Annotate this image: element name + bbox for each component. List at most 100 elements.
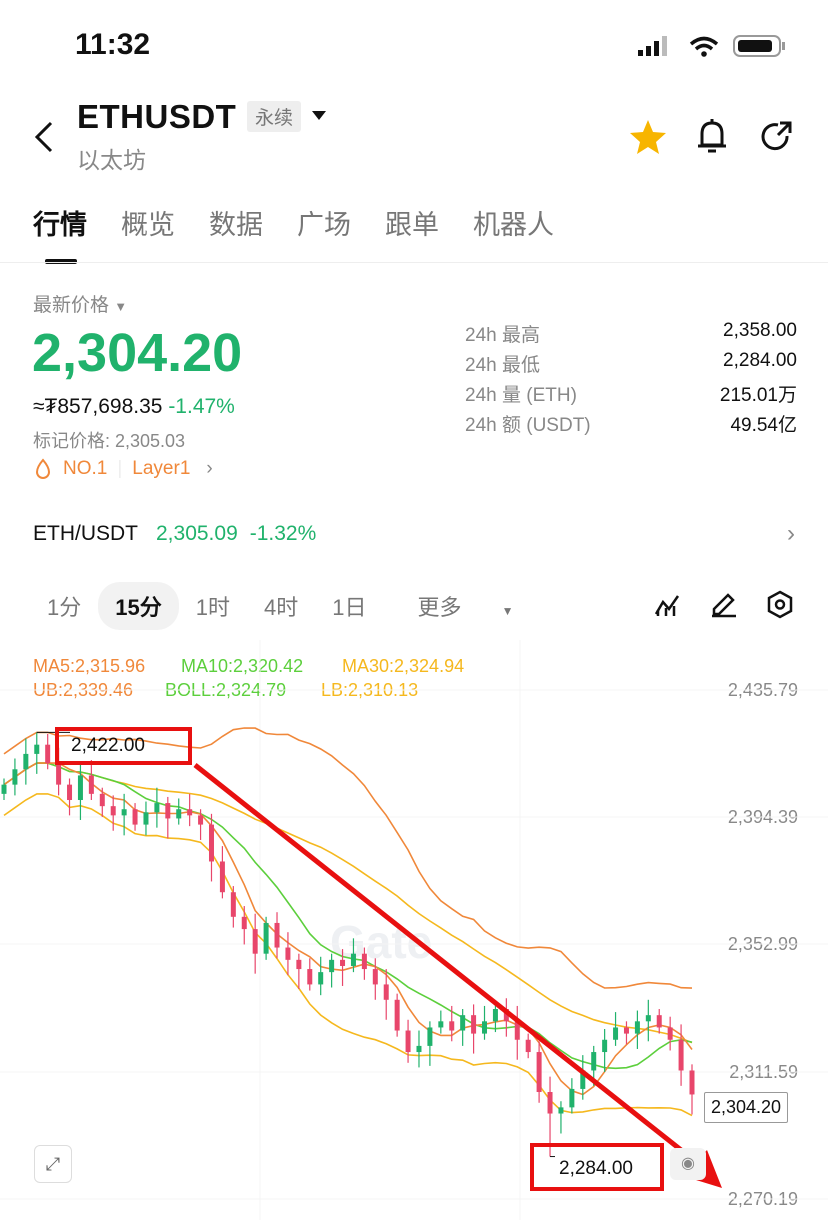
candle-body [460,1015,466,1031]
candle-body [667,1027,673,1040]
candle-body [110,806,116,816]
eye-icon[interactable]: ◉ [670,1148,706,1180]
candle-body [176,809,182,819]
tab-copy-trading[interactable]: 跟单 [385,210,439,240]
candle-body [88,775,94,794]
candle-body [12,769,18,785]
draw-pencil-icon[interactable] [710,590,738,618]
candle-body [230,892,236,917]
candle-body [678,1039,684,1071]
price-type-label: 最新价格 [33,295,110,316]
high-price-label: 2,422.00 [71,735,145,756]
candle-body [340,959,346,966]
interval-1m[interactable]: 1分 [47,595,82,620]
candle-body [569,1088,575,1108]
candle-body [372,969,378,985]
chevron-right-icon[interactable]: › [206,458,213,479]
ma5-value: MA5:2,315.96 [33,656,146,676]
tab-square[interactable]: 广场 [297,210,351,240]
favorite-star-icon[interactable] [628,118,668,156]
low-price-label: 2,284.00 [559,1158,633,1179]
candle-body [427,1027,433,1046]
caret-down-icon: ▼ [501,604,514,618]
candle-body [1,784,7,794]
perpetual-tag: 永续 [247,101,302,132]
interval-tabs: 1分 15分 1时 4时 1日 更多 ▼ [30,582,548,630]
interval-1d[interactable]: 1日 [332,595,367,620]
ma10-value: MA10:2,320.42 [181,656,304,676]
tab-data[interactable]: 数据 [209,210,263,240]
mark-price: 标记价格: 2,305.03 [33,431,186,451]
candle-body [438,1021,444,1028]
ma10-line [3,762,693,1070]
settings-hex-icon[interactable] [766,590,794,620]
fullscreen-icon[interactable]: ⤢ [34,1145,72,1183]
tab-bot[interactable]: 机器人 [473,210,554,240]
status-icons [638,35,785,57]
divider [0,262,828,263]
category-tag[interactable]: Layer1 [132,458,191,479]
candle-body [67,784,73,801]
stat-turnover: 24h 额 (USDT) 49.54亿 [465,410,797,437]
candle-body [318,972,324,985]
ma30-line [3,762,693,1044]
candle-body [471,1015,477,1034]
interval-4h[interactable]: 4时 [263,595,299,620]
candle-body [449,1021,455,1031]
boll-upper-line [3,727,693,989]
spot-pair-row[interactable]: ETH/USDT 2,305.09 -1.32% › [0,505,828,563]
boll-lower-line [3,793,693,1117]
low-annotation-box: 2,284.00 [530,1143,664,1191]
symbol-dropdown-icon[interactable] [311,110,327,122]
indicator-icon[interactable] [654,592,682,618]
price-type-selector[interactable]: 最新价格 ▼ [33,290,127,317]
candle-body [525,1039,531,1053]
chevron-right-icon: › [787,520,795,547]
stat-volume: 24h 量 (ETH) 215.01万 [465,380,797,407]
interval-1h[interactable]: 1时 [195,595,230,620]
stat-label: 24h 量 (ETH) [465,385,577,406]
stat-value: 2,358.00 [723,320,797,341]
candle-body [165,803,171,819]
candle-body [482,1021,488,1034]
candle-body [307,969,313,985]
fire-icon [35,458,51,479]
candle-body [198,815,204,825]
candle-body [274,922,280,948]
price-change: -1.47% [168,395,235,418]
interval-more[interactable]: 更多 ▼ [383,582,547,630]
bell-icon[interactable] [694,117,730,157]
candle-body [329,959,335,973]
candle-body [350,953,356,966]
candle-body [285,947,291,960]
fiat-price: ≈₮857,698.35 [33,395,163,418]
tab-market[interactable]: 行情 [33,203,87,264]
candle-body [591,1052,597,1071]
candle-body [219,861,225,893]
more-label: 更多 [417,595,462,620]
stat-value: 215.01万 [719,385,797,406]
current-price-label: 2,304.20 [704,1092,789,1123]
spot-pair: ETH/USDT [33,522,138,545]
candle-body [645,1015,651,1022]
candle-body [514,1021,520,1040]
interval-15m[interactable]: 15分 [98,582,179,630]
candle-body [416,1045,422,1053]
last-price: 2,304.20 [32,323,243,383]
candle-body [143,812,149,825]
candle-body [503,1009,509,1022]
candle-body [296,959,302,970]
tab-overview[interactable]: 概览 [121,210,175,240]
stat-value: 49.54亿 [730,415,797,436]
back-icon[interactable] [32,120,56,154]
candle-body [394,999,400,1031]
symbol-title[interactable]: ETHUSDT [77,98,237,135]
share-icon[interactable] [758,119,794,155]
candle-body [547,1092,553,1114]
candle-body [99,793,105,807]
candle-body [656,1015,662,1028]
status-time: 11:32 [75,28,151,61]
rank-badge[interactable]: NO.1 [63,458,108,479]
spot-change: -1.32% [249,522,317,545]
stat-low: 24h 最低 2,284.00 [465,350,797,377]
